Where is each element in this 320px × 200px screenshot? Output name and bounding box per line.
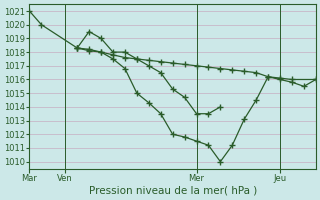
X-axis label: Pression niveau de la mer( hPa ): Pression niveau de la mer( hPa )	[89, 186, 257, 196]
